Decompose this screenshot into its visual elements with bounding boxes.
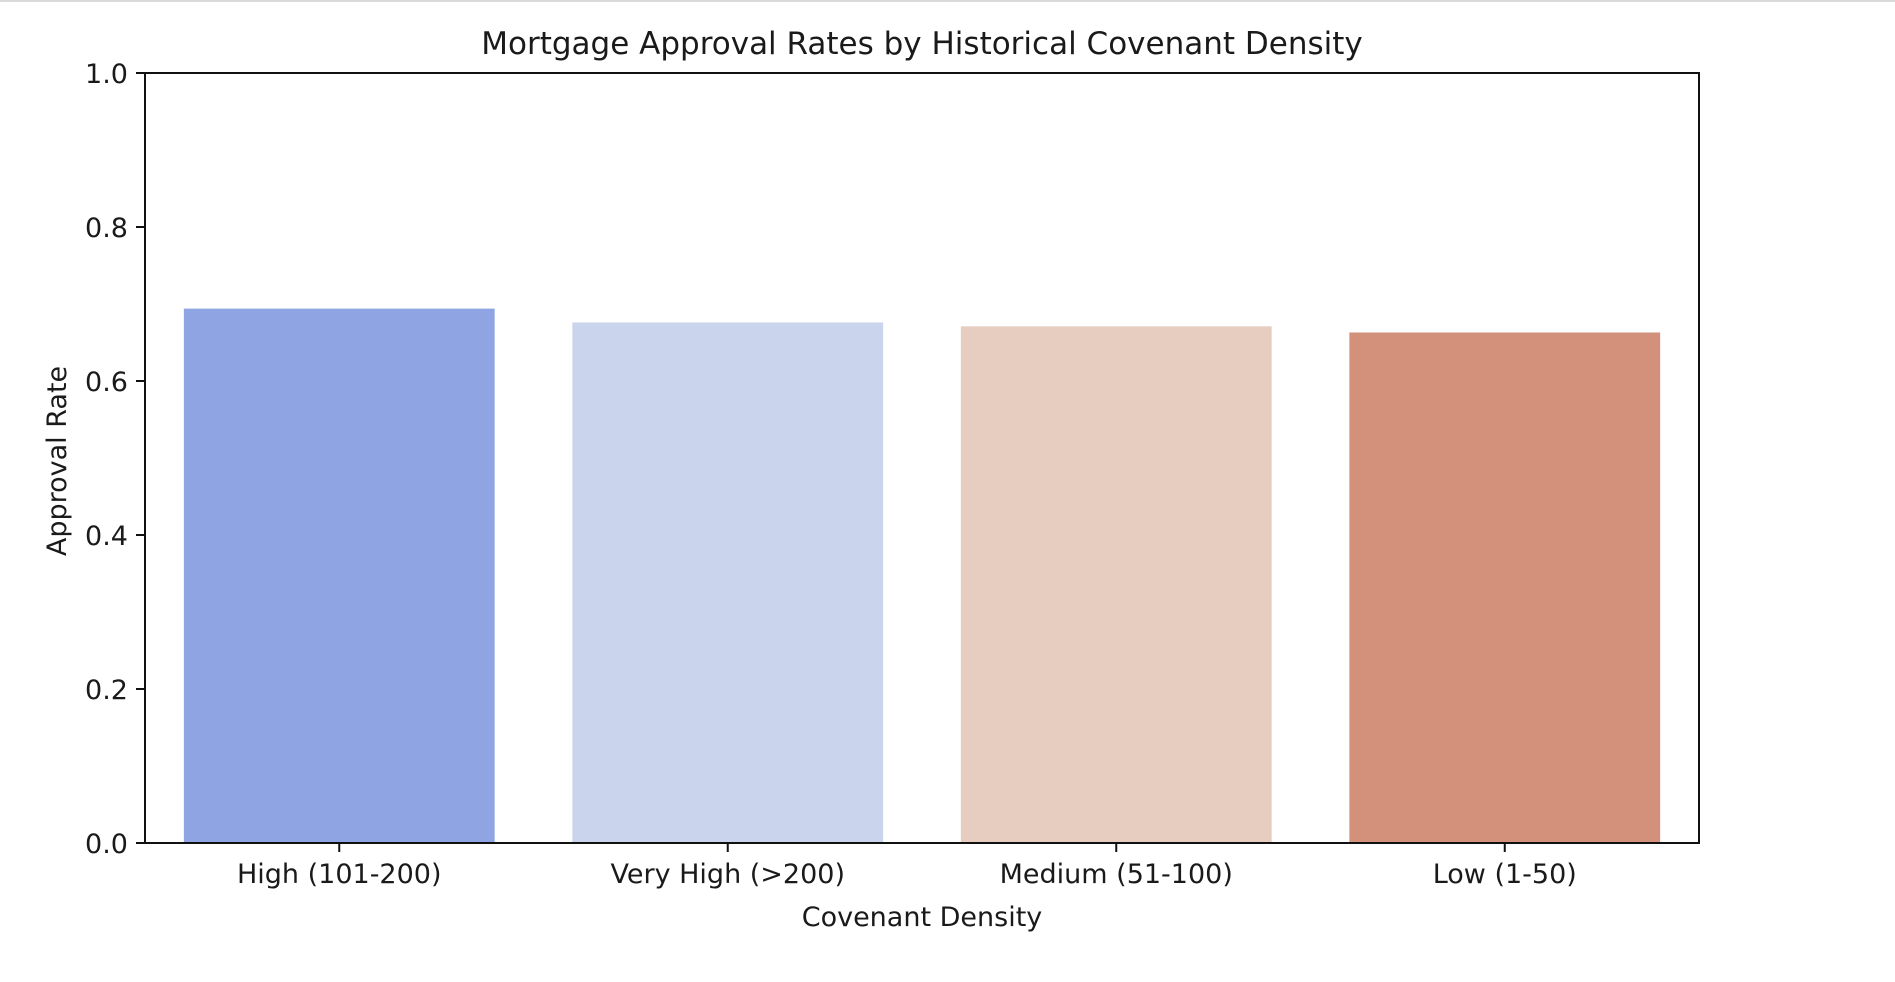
bar-0 xyxy=(183,308,495,843)
bar-series xyxy=(183,308,1661,844)
bar-2 xyxy=(960,326,1272,844)
top-divider xyxy=(0,0,1895,2)
x-tick-label: Medium (51-100) xyxy=(1000,859,1233,890)
plot-frame xyxy=(144,72,1700,844)
y-tick-label: 0.6 xyxy=(85,367,128,398)
x-tick-label: Low (1-50) xyxy=(1433,859,1577,890)
chart-title: Mortgage Approval Rates by Historical Co… xyxy=(481,26,1363,62)
x-axis-label: Covenant Density xyxy=(802,902,1043,933)
y-tick-label: 1.0 xyxy=(85,59,128,90)
bar-3 xyxy=(1349,332,1661,843)
y-tick-label: 0.8 xyxy=(85,213,128,244)
y-axis-label: Approval Rate xyxy=(42,366,73,556)
y-axis-ticks: 0.0 0.2 0.4 0.6 0.8 1.0 xyxy=(85,59,145,860)
y-tick-label: 0.2 xyxy=(85,675,128,706)
x-tick-label: High (101-200) xyxy=(237,859,442,890)
x-axis-ticks: High (101-200) Very High (>200) Medium (51… xyxy=(237,843,1577,890)
y-tick-label: 0.4 xyxy=(85,521,128,552)
x-tick-label: Very High (>200) xyxy=(610,859,845,890)
y-tick-label: 0.0 xyxy=(85,829,128,860)
bar-1 xyxy=(572,322,884,844)
